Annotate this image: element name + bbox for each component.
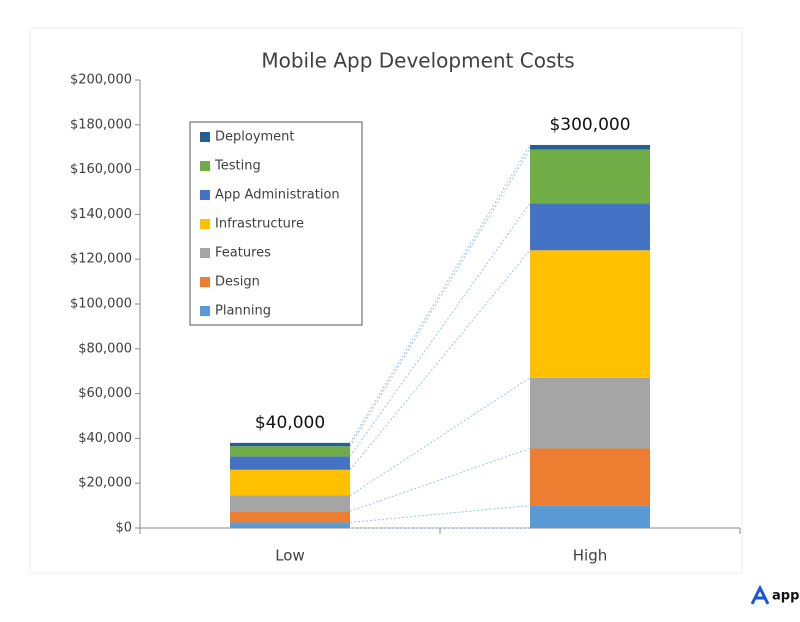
bar-segment (230, 469, 350, 496)
legend-swatch (200, 219, 210, 229)
bar-segment (530, 250, 650, 378)
bar-segment (230, 495, 350, 512)
bar-segment (530, 377, 650, 449)
x-tick-label: High (573, 547, 607, 565)
y-tick-label: $100,000 (70, 297, 132, 312)
watermark: appinventiv (772, 589, 800, 604)
legend-swatch (200, 190, 210, 200)
total-annotation: $300,000 (549, 115, 630, 135)
y-tick-label: $120,000 (70, 252, 132, 267)
y-tick-label: $40,000 (78, 431, 132, 446)
connector-line (349, 249, 531, 471)
legend-label: Features (215, 246, 271, 261)
legend-swatch (200, 248, 210, 258)
y-tick-label: $180,000 (70, 117, 132, 132)
x-tick-label: Low (275, 547, 305, 565)
bar-segment (530, 149, 650, 204)
y-tick-label: $60,000 (78, 386, 132, 401)
bar-segment (530, 505, 650, 528)
legend-label: Infrastructure (215, 217, 304, 232)
y-tick-label: $80,000 (78, 341, 132, 356)
y-tick-label: $20,000 (78, 476, 132, 491)
bar-segment (530, 203, 650, 251)
bar-segment (230, 446, 350, 457)
legend-swatch (200, 277, 210, 287)
legend-box (189, 121, 363, 326)
legend-label: Planning (215, 304, 271, 319)
legend-label: Testing (214, 159, 261, 174)
legend-swatch (200, 161, 210, 171)
bar-segment (230, 456, 350, 470)
y-tick-label: $140,000 (70, 207, 132, 222)
legend-label: Deployment (215, 130, 295, 145)
legend-label: App Administration (215, 188, 340, 203)
logo (750, 584, 770, 605)
bar-segment (230, 511, 350, 523)
legend-swatch (200, 132, 210, 142)
chart-title: Mobile App Development Costs (261, 49, 574, 73)
total-annotation: $40,000 (255, 413, 325, 433)
y-tick-label: $0 (115, 521, 132, 536)
bar-segment (530, 144, 650, 150)
bar-segment (230, 522, 350, 528)
y-tick-label: $200,000 (70, 73, 132, 88)
bar-segment (530, 448, 650, 506)
bar-segment (230, 442, 350, 447)
legend-swatch (200, 306, 210, 316)
legend-label: Design (215, 275, 260, 290)
connector-line (349, 149, 531, 447)
y-tick-label: $160,000 (70, 162, 132, 177)
